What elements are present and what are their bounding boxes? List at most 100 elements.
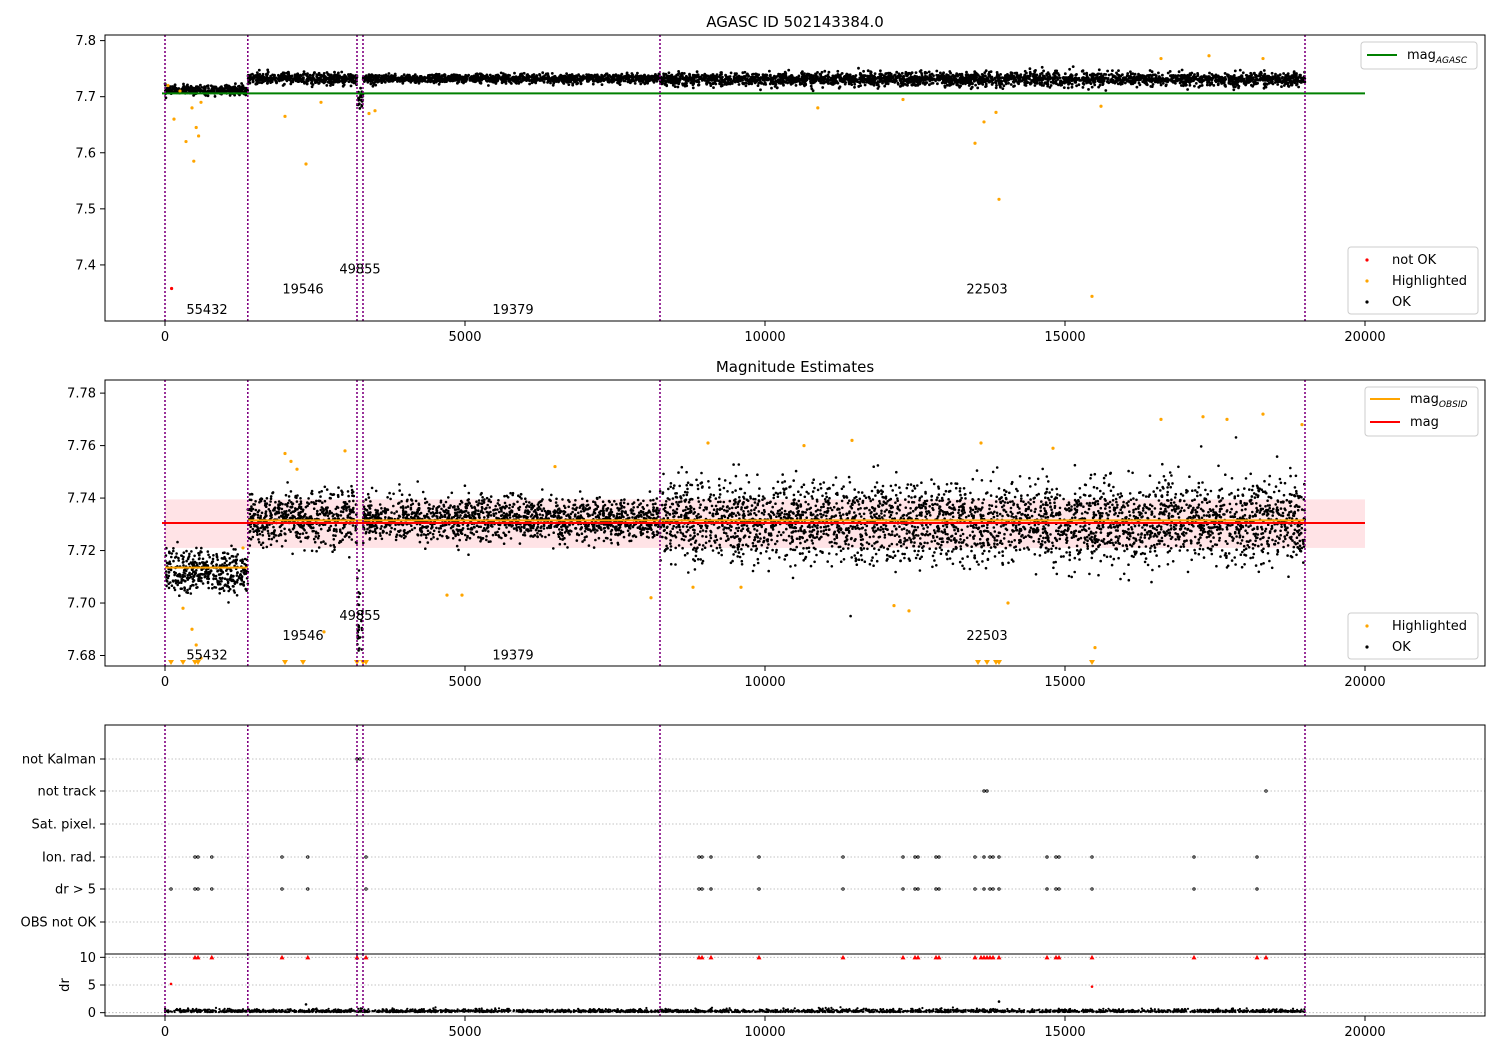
ok-point [1049, 80, 1053, 84]
ok-point [636, 71, 639, 75]
ok-point [867, 76, 871, 80]
ok-point [862, 69, 865, 73]
highlighted-point [319, 100, 323, 104]
highlighted-point [166, 83, 170, 88]
ok-point [943, 85, 947, 89]
ok-point [401, 81, 405, 85]
ok-point [773, 76, 777, 79]
ok-point [1098, 80, 1102, 84]
ok-point [1232, 88, 1236, 92]
ok-point [1204, 78, 1208, 81]
ok-point [794, 77, 798, 81]
ok-point [778, 73, 782, 76]
ok-point [930, 72, 934, 76]
ok-point [816, 75, 819, 79]
ok-point [820, 70, 824, 74]
ok-point [767, 77, 771, 80]
ok-point [863, 83, 867, 87]
ok-point [1066, 86, 1070, 90]
ok-point [747, 78, 750, 82]
ok-point [399, 76, 403, 79]
ok-point [266, 70, 270, 74]
ok-point [1299, 73, 1302, 77]
ok-point [1090, 76, 1094, 79]
not-ok-point [170, 286, 174, 291]
ok-point [994, 86, 998, 90]
ok-point [186, 86, 190, 90]
ok-point [898, 75, 901, 78]
ok-point [1081, 76, 1085, 79]
ok-point [1040, 65, 1044, 69]
ok-point [993, 77, 996, 80]
ok-point [421, 77, 425, 81]
ok-point [873, 78, 877, 81]
ok-point [775, 86, 779, 90]
ok-point [554, 80, 558, 83]
ok-point [1233, 69, 1237, 73]
ok-point [787, 68, 791, 72]
ok-point [751, 72, 755, 76]
legend-marker-not-ok [1365, 258, 1369, 262]
ok-point [663, 83, 667, 86]
ok-point [618, 76, 622, 80]
ok-point [284, 75, 287, 78]
ok-point [496, 79, 499, 83]
ok-point [357, 102, 361, 106]
ok-point [736, 77, 740, 81]
ok-point [170, 584, 174, 587]
ok-point [461, 79, 465, 83]
ok-point [322, 72, 326, 75]
ok-point [1055, 69, 1059, 73]
ok-point [300, 80, 304, 83]
ok-point [965, 70, 968, 74]
ok-point [1002, 79, 1006, 83]
ok-point [351, 74, 355, 78]
ok-point [600, 83, 604, 86]
ok-point [1202, 75, 1206, 79]
ok-point [1098, 83, 1102, 87]
ok-point [949, 81, 953, 85]
ok-point [477, 76, 480, 80]
ok-point [822, 75, 826, 79]
ok-point [1099, 72, 1103, 76]
ok-point [814, 72, 818, 76]
ok-point [811, 79, 815, 83]
ok-point [524, 77, 528, 81]
ok-point [1174, 74, 1177, 77]
ok-point [790, 74, 794, 77]
ok-point [809, 73, 813, 77]
ok-point [414, 81, 418, 84]
ok-point [327, 73, 330, 77]
ok-point [1177, 70, 1181, 74]
ok-point [200, 89, 204, 92]
ok-point [1159, 81, 1162, 85]
highlighted-point [192, 159, 196, 163]
ok-point [853, 85, 856, 89]
ok-point [857, 85, 861, 88]
obsid-label: 22503 [966, 283, 1007, 298]
ok-point [1117, 69, 1120, 72]
ok-point [952, 74, 955, 78]
ok-point [893, 73, 897, 77]
ok-point [459, 75, 463, 79]
highlighted-point [816, 106, 820, 110]
ok-point [1023, 81, 1026, 84]
ok-point [499, 71, 503, 75]
ok-point [293, 76, 297, 79]
ok-point [479, 72, 483, 76]
ok-point [573, 76, 576, 79]
ok-point [1017, 78, 1021, 81]
ok-point [963, 80, 967, 83]
ok-point [1026, 81, 1030, 84]
ok-point [1208, 71, 1211, 75]
ok-point [369, 76, 372, 80]
ok-point [666, 74, 669, 78]
ok-point [232, 589, 236, 592]
ok-point [1111, 79, 1115, 83]
ok-point [427, 75, 431, 79]
ok-point [1097, 68, 1101, 72]
ok-point [559, 74, 563, 78]
ok-point [719, 71, 723, 75]
ok-point [383, 80, 387, 84]
ok-point [975, 76, 978, 79]
